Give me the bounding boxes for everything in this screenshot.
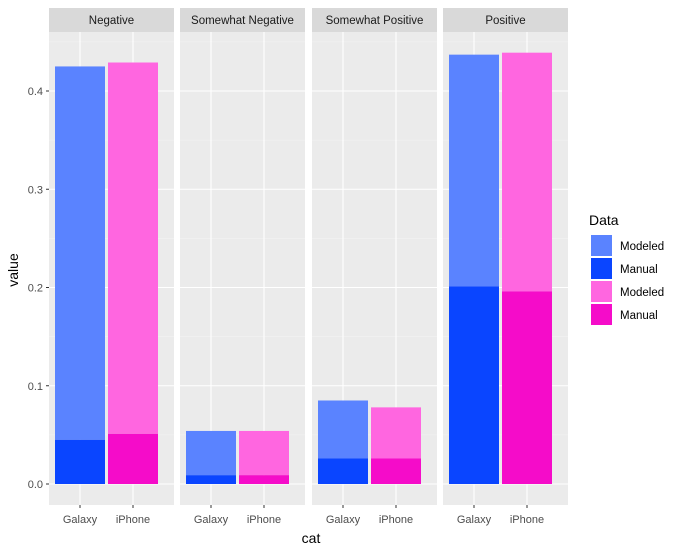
facet-strip-label: Somewhat Negative: [191, 15, 294, 27]
legend-label: Manual: [620, 310, 658, 322]
legend-label: Modeled: [620, 287, 664, 299]
facet-panel: Somewhat Positive Galaxy iPhone: [312, 8, 437, 526]
legend-label: Modeled: [620, 241, 664, 253]
facet-panel: Positive Galaxy iPhone: [443, 8, 568, 526]
bar-manual: [502, 291, 552, 484]
y-tick-label: 0.3: [28, 184, 43, 196]
bar-modeled: [318, 400, 368, 459]
legend-title: Data: [589, 212, 619, 228]
bar-manual: [371, 458, 421, 484]
bar-modeled: [239, 430, 289, 476]
x-tick-label: Galaxy: [457, 514, 492, 526]
bar-modeled: [186, 430, 236, 476]
facet-strip: [180, 8, 305, 32]
bar-manual: [55, 439, 105, 484]
facet-strip: [312, 8, 437, 32]
x-tick-label: iPhone: [247, 514, 281, 526]
y-tick-label: 0.2: [28, 283, 43, 295]
bar-manual: [186, 475, 236, 484]
facet-panels: Negative Galaxy iPhone Somewhat Negative Gal…: [49, 8, 568, 526]
x-tick-label: Galaxy: [63, 514, 98, 526]
x-axis-title: cat: [302, 530, 321, 546]
facet-panel: Somewhat Negative Galaxy iPhone: [180, 8, 305, 526]
facet-strip-label: Negative: [89, 15, 134, 27]
bar-modeled: [449, 54, 499, 287]
legend: Data Modeled Manual Modeled Manual: [589, 212, 664, 325]
y-tick-label: 0.0: [28, 479, 43, 491]
y-axis-title: value: [5, 253, 21, 287]
facet-strip-label: Somewhat Positive: [326, 15, 424, 27]
facet-strip: [443, 8, 568, 32]
y-tick-label: 0.4: [28, 86, 43, 98]
legend-label: Manual: [620, 264, 658, 276]
legend-key: [591, 258, 612, 279]
bar-modeled: [108, 62, 158, 434]
x-tick-label: iPhone: [510, 514, 544, 526]
facet-strip: [49, 8, 174, 32]
facet-strip-label: Positive: [485, 15, 525, 27]
bar-manual: [318, 458, 368, 484]
x-tick-label: Galaxy: [194, 514, 229, 526]
y-axis: 0.0 0.1 0.2 0.3 0.4: [28, 86, 49, 491]
x-tick-label: iPhone: [116, 514, 150, 526]
y-tick-label: 0.1: [28, 381, 43, 393]
x-tick-label: Galaxy: [326, 514, 361, 526]
bar-modeled: [371, 407, 421, 459]
facet-panel: Negative Galaxy iPhone: [49, 8, 174, 526]
bar-manual: [108, 433, 158, 484]
bar-modeled: [502, 52, 552, 292]
legend-key: [591, 281, 612, 302]
legend-key: [591, 304, 612, 325]
bar-manual: [449, 286, 499, 484]
bar-modeled: [55, 66, 105, 440]
panel-background: [180, 32, 305, 505]
x-tick-label: iPhone: [379, 514, 413, 526]
bar-manual: [239, 475, 289, 484]
legend-key: [591, 235, 612, 256]
